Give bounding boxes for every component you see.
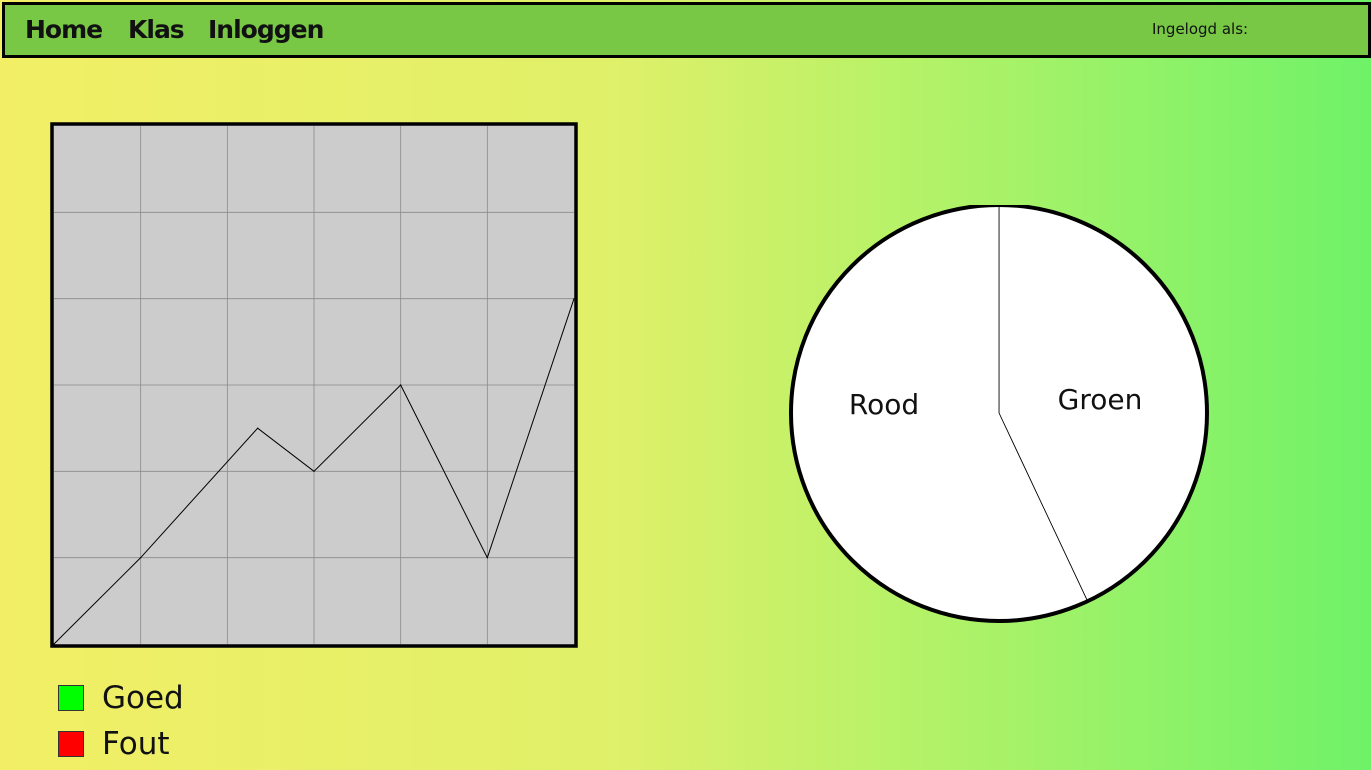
line-point-1 — [140, 557, 142, 559]
line-point-2 — [257, 427, 259, 429]
line-point-3 — [313, 470, 315, 472]
legend-label-fout: Fout — [102, 726, 170, 762]
line-points — [53, 298, 575, 645]
pie-slices — [790, 205, 1208, 622]
nav-klas-link[interactable]: Klas — [128, 15, 185, 44]
legend-swatch-green — [58, 685, 84, 711]
line-chart — [50, 122, 578, 648]
pie-label-rood: Rood — [849, 388, 919, 421]
line-chart-border — [50, 122, 578, 648]
nav-inloggen-link[interactable]: Inloggen — [208, 15, 324, 44]
line-point-5 — [486, 557, 488, 559]
legend-item-goed: Goed — [58, 680, 184, 716]
pie-label-groen: Groen — [1058, 383, 1143, 416]
legend-swatch-red — [58, 731, 84, 757]
pie-chart: Groen Rood — [789, 205, 1209, 623]
pie-border — [789, 205, 1209, 623]
line-chart-grid — [54, 126, 574, 644]
top-navbar: Home Klas Inloggen Ingelogd als: — [2, 2, 1371, 58]
line-point-4 — [400, 384, 402, 386]
legend-item-fout: Fout — [58, 726, 170, 762]
nav-home-link[interactable]: Home — [25, 15, 103, 44]
legend-label-goed: Goed — [102, 680, 184, 716]
logged-in-as-label: Ingelogd als: — [1152, 20, 1249, 38]
